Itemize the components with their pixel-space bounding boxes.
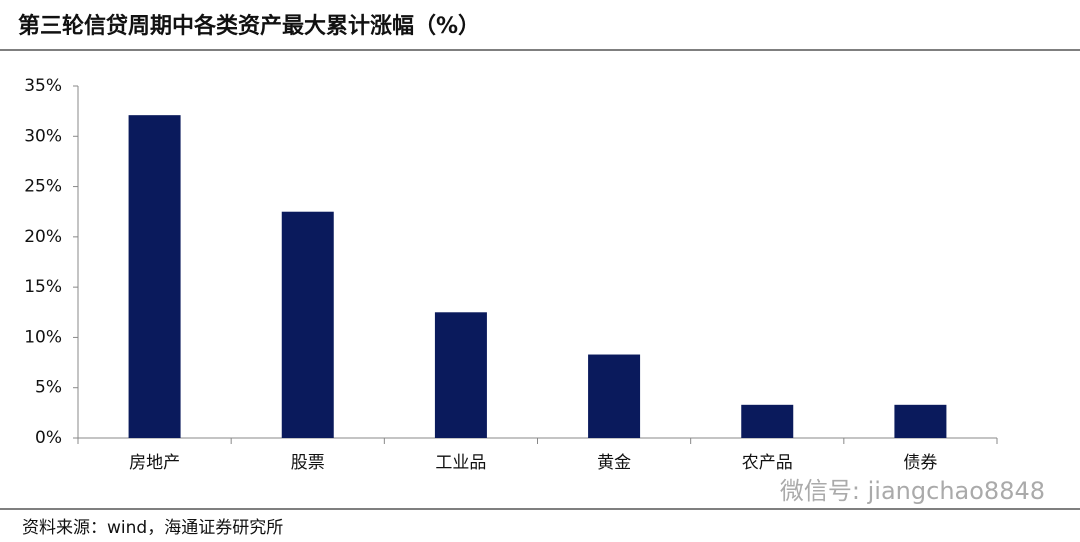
x-tick-label: 黄金 [597, 453, 631, 473]
x-tick-label: 工业品 [435, 453, 486, 473]
y-tick-label: 20% [24, 227, 62, 247]
x-tick-label: 农产品 [742, 453, 793, 473]
watermark: 微信号: jiangchao8848 [780, 477, 1045, 505]
bar [434, 312, 487, 438]
x-tick-label: 股票 [291, 453, 325, 473]
bar [741, 404, 794, 438]
y-tick-label: 25% [24, 177, 62, 197]
bar [128, 115, 181, 438]
y-tick-label: 35% [24, 76, 62, 96]
y-tick-label: 10% [24, 327, 62, 347]
bar [588, 354, 641, 438]
y-tick-label: 0% [35, 428, 62, 448]
y-tick-label: 5% [35, 378, 62, 398]
bar [281, 211, 334, 438]
bar [894, 404, 947, 438]
source-note: 资料来源：wind，海通证券研究所 [22, 518, 283, 538]
chart-title: 第三轮信贷周期中各类资产最大累计涨幅（%） [18, 13, 480, 39]
x-tick-label: 房地产 [129, 453, 180, 473]
x-tick-label: 债券 [903, 453, 937, 473]
y-tick-label: 15% [24, 277, 62, 297]
y-tick-label: 30% [24, 126, 62, 146]
